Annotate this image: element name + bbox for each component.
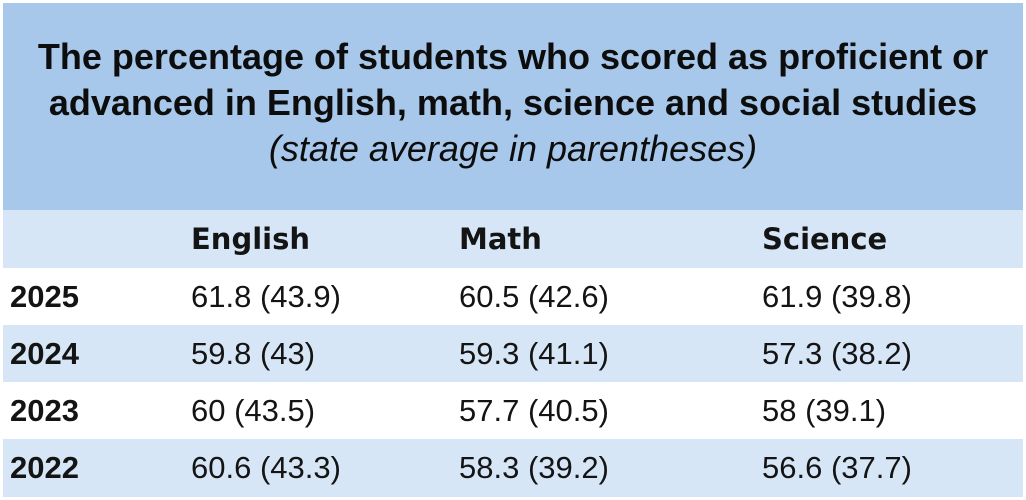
math-value: 60.5 (42.6) xyxy=(459,278,609,314)
header-science: Science xyxy=(762,222,888,256)
header-row: English Math Science xyxy=(3,210,1023,268)
row-year: 2023 xyxy=(10,392,79,428)
english-value: 59.8 (43) xyxy=(191,335,316,371)
row-year: 2024 xyxy=(10,335,79,371)
science-value: 56.6 (37.7) xyxy=(762,450,912,485)
row-year: 2022 xyxy=(10,450,79,485)
title-band: The percentage of students who scored as… xyxy=(3,3,1023,210)
title-subtitle: (state average in parentheses) xyxy=(268,127,758,169)
header-english: English xyxy=(191,222,311,256)
header-math: Math xyxy=(459,222,542,256)
results-table-graphic: The percentage of students who scored as… xyxy=(3,3,1023,497)
table-row: 2024 59.8 (43) 59.3 (41.1) 57.3 (38.2) xyxy=(3,325,1023,382)
table-row: 2022 60.6 (43.3) 58.3 (39.2) 56.6 (37.7) xyxy=(3,439,1023,497)
math-value: 58.3 (39.2) xyxy=(459,450,609,485)
title-main: The percentage of students who scored as… xyxy=(37,35,989,123)
science-value: 57.3 (38.2) xyxy=(762,335,912,371)
science-value: 61.9 (39.8) xyxy=(762,278,912,314)
english-value: 61.8 (43.9) xyxy=(191,278,341,314)
math-value: 59.3 (41.1) xyxy=(459,335,609,371)
table-row: 2025 61.8 (43.9) 60.5 (42.6) 61.9 (39.8) xyxy=(3,268,1023,325)
math-value: 57.7 (40.5) xyxy=(459,392,609,428)
science-value: 58 (39.1) xyxy=(762,392,887,428)
english-value: 60 (43.5) xyxy=(191,392,316,428)
row-year: 2025 xyxy=(10,278,79,314)
table-title: The percentage of students who scored as… xyxy=(8,34,1018,172)
english-value: 60.6 (43.3) xyxy=(191,450,341,485)
table-row: 2023 60 (43.5) 57.7 (40.5) 58 (39.1) xyxy=(3,382,1023,439)
